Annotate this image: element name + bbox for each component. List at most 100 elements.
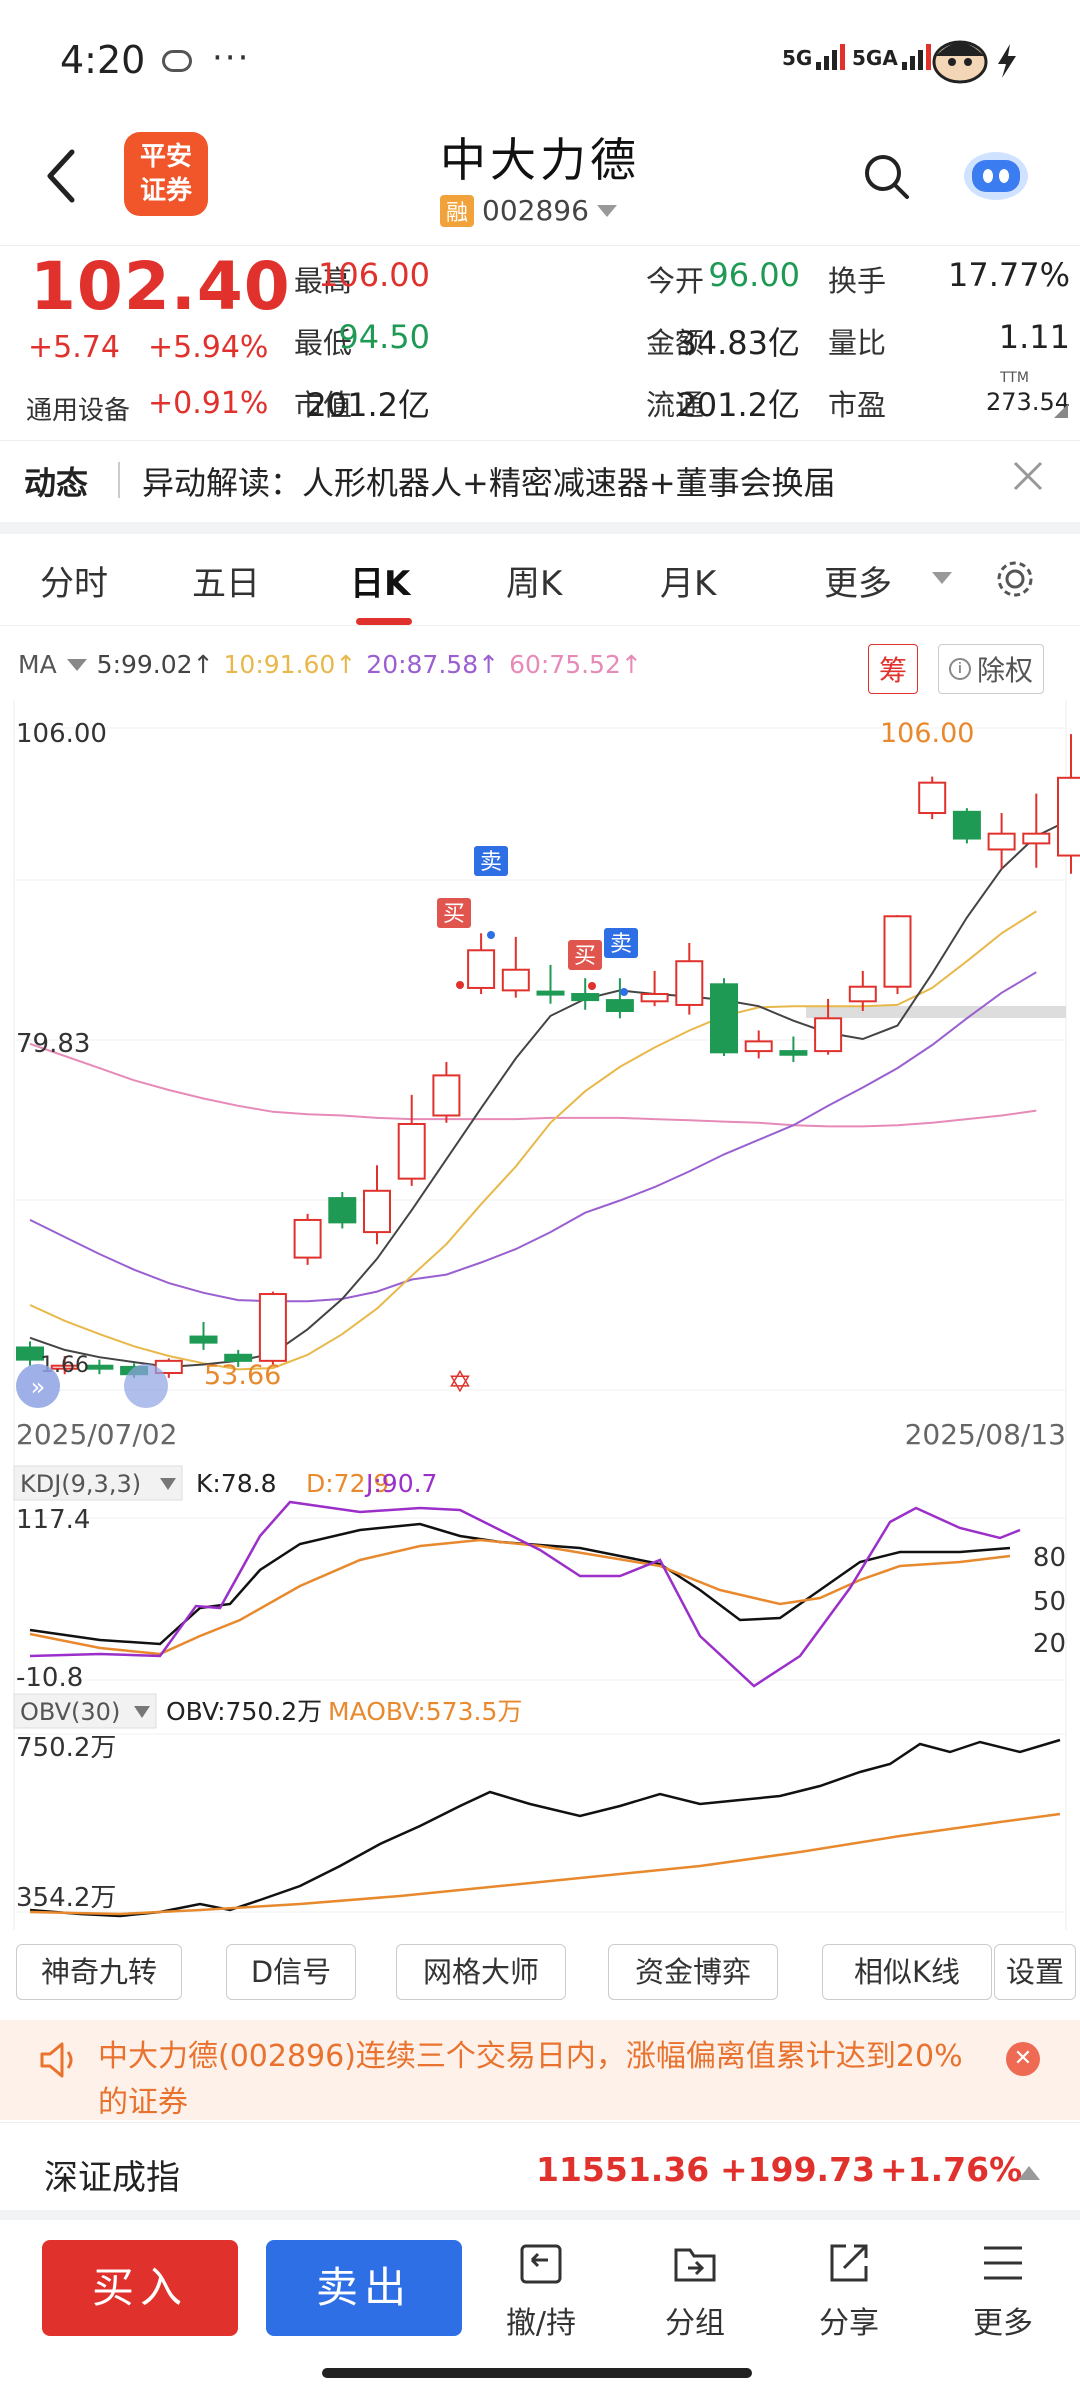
sell-marker-text: 卖 bbox=[480, 850, 502, 875]
index-value: 11551.36 bbox=[536, 2150, 710, 2189]
candle-body bbox=[258, 1293, 287, 1362]
close-icon[interactable] bbox=[1012, 460, 1044, 492]
tab-intraday[interactable]: 分时 bbox=[40, 564, 108, 604]
kdj-axis-top: 117.4 bbox=[16, 1505, 90, 1535]
support-band bbox=[806, 1006, 1066, 1018]
chevron-down-icon[interactable] bbox=[932, 572, 952, 584]
cancel-holdings-button[interactable]: 撤/持 bbox=[486, 2240, 596, 2342]
signal-5ga-icon: 5GA bbox=[852, 44, 931, 70]
ma10-value: 10:91.60↑ bbox=[223, 650, 357, 679]
undo-icon bbox=[520, 2244, 562, 2284]
alert-banner[interactable] bbox=[0, 2020, 1080, 2120]
sell-button[interactable]: 卖出 bbox=[266, 2240, 462, 2336]
index-ticker-bar[interactable] bbox=[0, 2122, 1080, 2220]
buy-marker-text: 买 bbox=[443, 902, 465, 927]
candle-body bbox=[848, 985, 877, 1003]
obv-line bbox=[29, 1738, 1061, 1918]
ai-assistant-robot-icon[interactable] bbox=[960, 144, 1032, 204]
candle-body bbox=[50, 1364, 79, 1370]
tab-more[interactable]: 更多 bbox=[824, 564, 892, 604]
scroll-handle-icon bbox=[124, 1364, 168, 1408]
ma10-line bbox=[29, 910, 1037, 1371]
buy-button[interactable]: 买入 bbox=[42, 2240, 238, 2336]
group-button[interactable]: 分组 bbox=[640, 2240, 750, 2342]
settings-gear-icon[interactable] bbox=[994, 558, 1036, 600]
chevron-down-icon[interactable] bbox=[66, 658, 87, 671]
chevron-down-icon bbox=[596, 204, 617, 217]
candle-body bbox=[16, 1346, 44, 1361]
quote-value: 106.00 bbox=[318, 256, 430, 294]
index-change-pct: +1.76% bbox=[880, 2150, 1023, 2189]
back-icon[interactable] bbox=[42, 146, 92, 210]
obv-selector-text: OBV(30) bbox=[20, 1698, 120, 1726]
margin-badge: 融 bbox=[440, 194, 475, 227]
chevron-down-icon bbox=[134, 1706, 150, 1718]
tab-monthly-k[interactable]: 月K bbox=[660, 564, 717, 604]
news-bar[interactable] bbox=[0, 440, 1080, 520]
expand-corner-icon[interactable] bbox=[1054, 404, 1068, 418]
exright-button[interactable]: i 除权 bbox=[938, 644, 1045, 694]
quote-label: 换手 bbox=[828, 264, 887, 298]
sector-name[interactable]: 通用设备 bbox=[26, 396, 131, 426]
search-icon[interactable] bbox=[862, 152, 910, 200]
info-icon: i bbox=[949, 658, 971, 680]
quote-value: 273.54 bbox=[986, 388, 1070, 416]
tab-weekly-k[interactable]: 周K bbox=[506, 564, 563, 604]
sector-change-pct: +0.91% bbox=[148, 386, 269, 421]
news-headline[interactable]: 异动解读：人形机器人+精密减速器+董事会换届 bbox=[142, 464, 836, 502]
candle-body bbox=[397, 1122, 426, 1180]
status-bar: 4:20 ··· 5G 5GA bbox=[0, 0, 1080, 120]
similar-kline-button[interactable]: 相似K线 bbox=[822, 1944, 992, 2000]
ma5-line bbox=[29, 818, 1072, 1368]
candle-body bbox=[536, 990, 565, 996]
kdj-d-line bbox=[29, 1538, 1011, 1656]
candle-body bbox=[1022, 832, 1051, 845]
chevron-up-icon[interactable] bbox=[1018, 2164, 1040, 2180]
news-tag: 动态 bbox=[24, 464, 89, 502]
chip-distribution-button[interactable]: 筹 bbox=[868, 644, 919, 694]
kdj-selector bbox=[13, 1465, 183, 1501]
charging-bolt-icon bbox=[998, 44, 1016, 78]
kdj-j-line bbox=[29, 1500, 1021, 1688]
candle-body bbox=[85, 1364, 114, 1370]
price-axis-high: 106.00 bbox=[16, 719, 107, 749]
quote-label: 最低 bbox=[294, 326, 353, 360]
quote-label: 流通 bbox=[646, 388, 705, 422]
d-signal-button[interactable]: D信号 bbox=[226, 1944, 356, 2000]
kdj-selector-text: KDJ(9,3,3) bbox=[20, 1470, 141, 1498]
high-price-marker: 106.00 bbox=[880, 718, 974, 749]
magic-nine-turn-button[interactable]: 神奇九转 bbox=[16, 1944, 182, 2000]
tab-daily-k[interactable]: 日K bbox=[350, 564, 411, 604]
quote-label: 量比 bbox=[828, 326, 887, 360]
date-start: 2025/07/02 bbox=[16, 1418, 177, 1451]
candle-body bbox=[710, 983, 738, 1054]
grid-master-button[interactable]: 网格大师 bbox=[396, 1944, 566, 2000]
ma20-value: 20:87.58↑ bbox=[366, 650, 500, 679]
ma60-line bbox=[29, 1042, 1037, 1128]
fund-game-button[interactable]: 资金博弈 bbox=[608, 1944, 778, 2000]
kdj-level-50: 50 bbox=[1033, 1587, 1066, 1617]
trade-dot bbox=[588, 982, 596, 990]
candle-body bbox=[883, 915, 912, 988]
sell-marker bbox=[604, 928, 638, 958]
candle-body bbox=[293, 1218, 322, 1259]
candle-body bbox=[189, 1335, 218, 1344]
stock-code-selector[interactable]: 融 002896 bbox=[440, 194, 617, 227]
more-button[interactable]: 更多 bbox=[948, 2240, 1058, 2342]
trade-dot bbox=[487, 931, 495, 939]
kdj-k-line bbox=[29, 1522, 1011, 1646]
home-indicator[interactable] bbox=[322, 2368, 752, 2378]
ma5-value: 5:99.02↑ bbox=[96, 650, 214, 679]
ma-legend[interactable]: MA 5:99.02↑ 10:91.60↑ 20:87.58↑ 60:75.52… bbox=[18, 650, 642, 679]
quote-label: 今开 bbox=[646, 264, 705, 298]
candle-body bbox=[779, 1050, 808, 1056]
candle-body bbox=[952, 810, 981, 840]
share-button[interactable]: 分享 bbox=[794, 2240, 904, 2342]
divider bbox=[118, 462, 120, 498]
buy-marker bbox=[437, 898, 471, 928]
settings-button[interactable]: 设置 bbox=[994, 1944, 1076, 2000]
tab-five-day[interactable]: 五日 bbox=[192, 564, 260, 604]
close-icon[interactable]: ✕ bbox=[1006, 2042, 1040, 2076]
quote-value: 96.00 bbox=[708, 256, 800, 294]
